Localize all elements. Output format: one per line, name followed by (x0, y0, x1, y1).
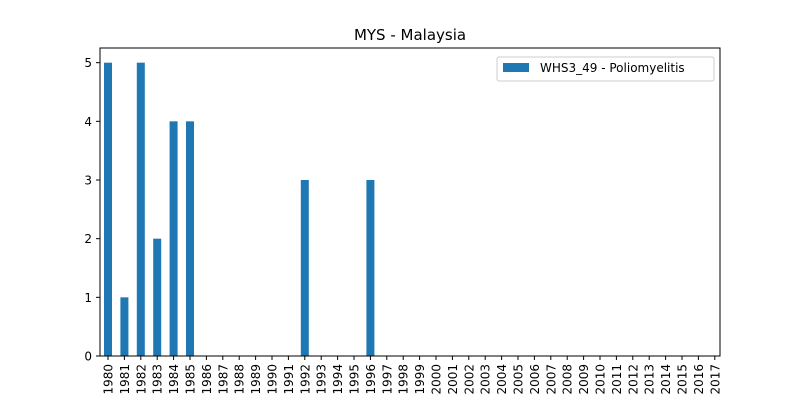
y-tick-label: 0 (84, 350, 92, 364)
y-tick-label: 4 (84, 115, 92, 129)
y-tick-label: 3 (84, 174, 92, 188)
x-tick-label: 1991 (282, 364, 296, 395)
x-tick-label: 2001 (446, 364, 460, 395)
x-tick-label: 2012 (626, 364, 640, 395)
y-tick-label: 1 (84, 291, 92, 305)
x-tick-label: 1994 (331, 364, 345, 395)
x-tick-label: 1980 (102, 364, 116, 395)
x-tick-label: 2002 (462, 364, 476, 395)
legend-box (496, 56, 715, 82)
bar-1980 (104, 62, 112, 357)
x-tick-label: 2014 (659, 364, 673, 395)
x-tick-label: 2010 (594, 364, 608, 395)
bar-1981 (120, 297, 129, 356)
x-tick-label: 2004 (495, 364, 509, 395)
x-tick-label: 1989 (249, 364, 263, 395)
x-tick-label: 1985 (184, 364, 198, 395)
x-tick-label: 1986 (200, 364, 214, 395)
y-tick-label: 5 (84, 56, 92, 70)
x-tick-label: 1997 (380, 364, 394, 395)
x-tick-label: 1995 (348, 364, 362, 395)
bar-1982 (136, 62, 145, 357)
x-tick-label: 1987 (216, 364, 230, 395)
x-tick-label: 2006 (528, 364, 542, 395)
x-tick-label: 2003 (479, 364, 493, 395)
x-tick-label: 2013 (643, 364, 657, 395)
x-tick-label: 1996 (364, 364, 378, 395)
x-tick-label: 1993 (315, 364, 329, 395)
x-tick-label: 1999 (413, 364, 427, 395)
y-axis: 0 1 2 3 4 5 (84, 56, 100, 364)
bar-1985 (186, 121, 194, 356)
bar-1992 (300, 180, 309, 356)
x-tick-label: 2011 (610, 364, 624, 395)
plot-frame (99, 47, 721, 357)
bar-1996 (366, 180, 375, 356)
legend-swatch (503, 63, 529, 72)
x-tick-label: 2009 (577, 364, 591, 395)
x-tick-label: 2015 (676, 364, 690, 395)
x-tick-label: 1981 (118, 364, 132, 395)
x-tick-label: 1983 (151, 364, 165, 395)
x-axis: 1980 1981 1982 1983 1984 1985 1986 1987 1988 1989… (102, 356, 722, 395)
x-tick-label: 1990 (266, 364, 280, 395)
x-tick-label: 2007 (544, 364, 558, 395)
bars-group (104, 62, 375, 357)
x-tick-label: 2017 (708, 364, 722, 395)
legend: WHS3_49 - Poliomyelitis (496, 56, 715, 82)
x-tick-label: 2005 (512, 364, 526, 395)
x-tick-label: 1984 (167, 364, 181, 395)
bar-1983 (153, 238, 162, 356)
x-tick-label: 2008 (561, 364, 575, 395)
x-tick-label: 2016 (692, 364, 706, 395)
x-tick-label: 2000 (430, 364, 444, 395)
x-tick-label: 1988 (233, 364, 247, 395)
y-tick-label: 2 (84, 232, 92, 246)
chart-title: MYS - Malaysia (354, 26, 466, 44)
x-tick-label: 1992 (298, 364, 312, 395)
x-tick-label: 1982 (134, 364, 148, 395)
legend-label: WHS3_49 - Poliomyelitis (540, 61, 685, 75)
bar-1984 (169, 121, 178, 356)
x-tick-label: 1998 (397, 364, 411, 395)
